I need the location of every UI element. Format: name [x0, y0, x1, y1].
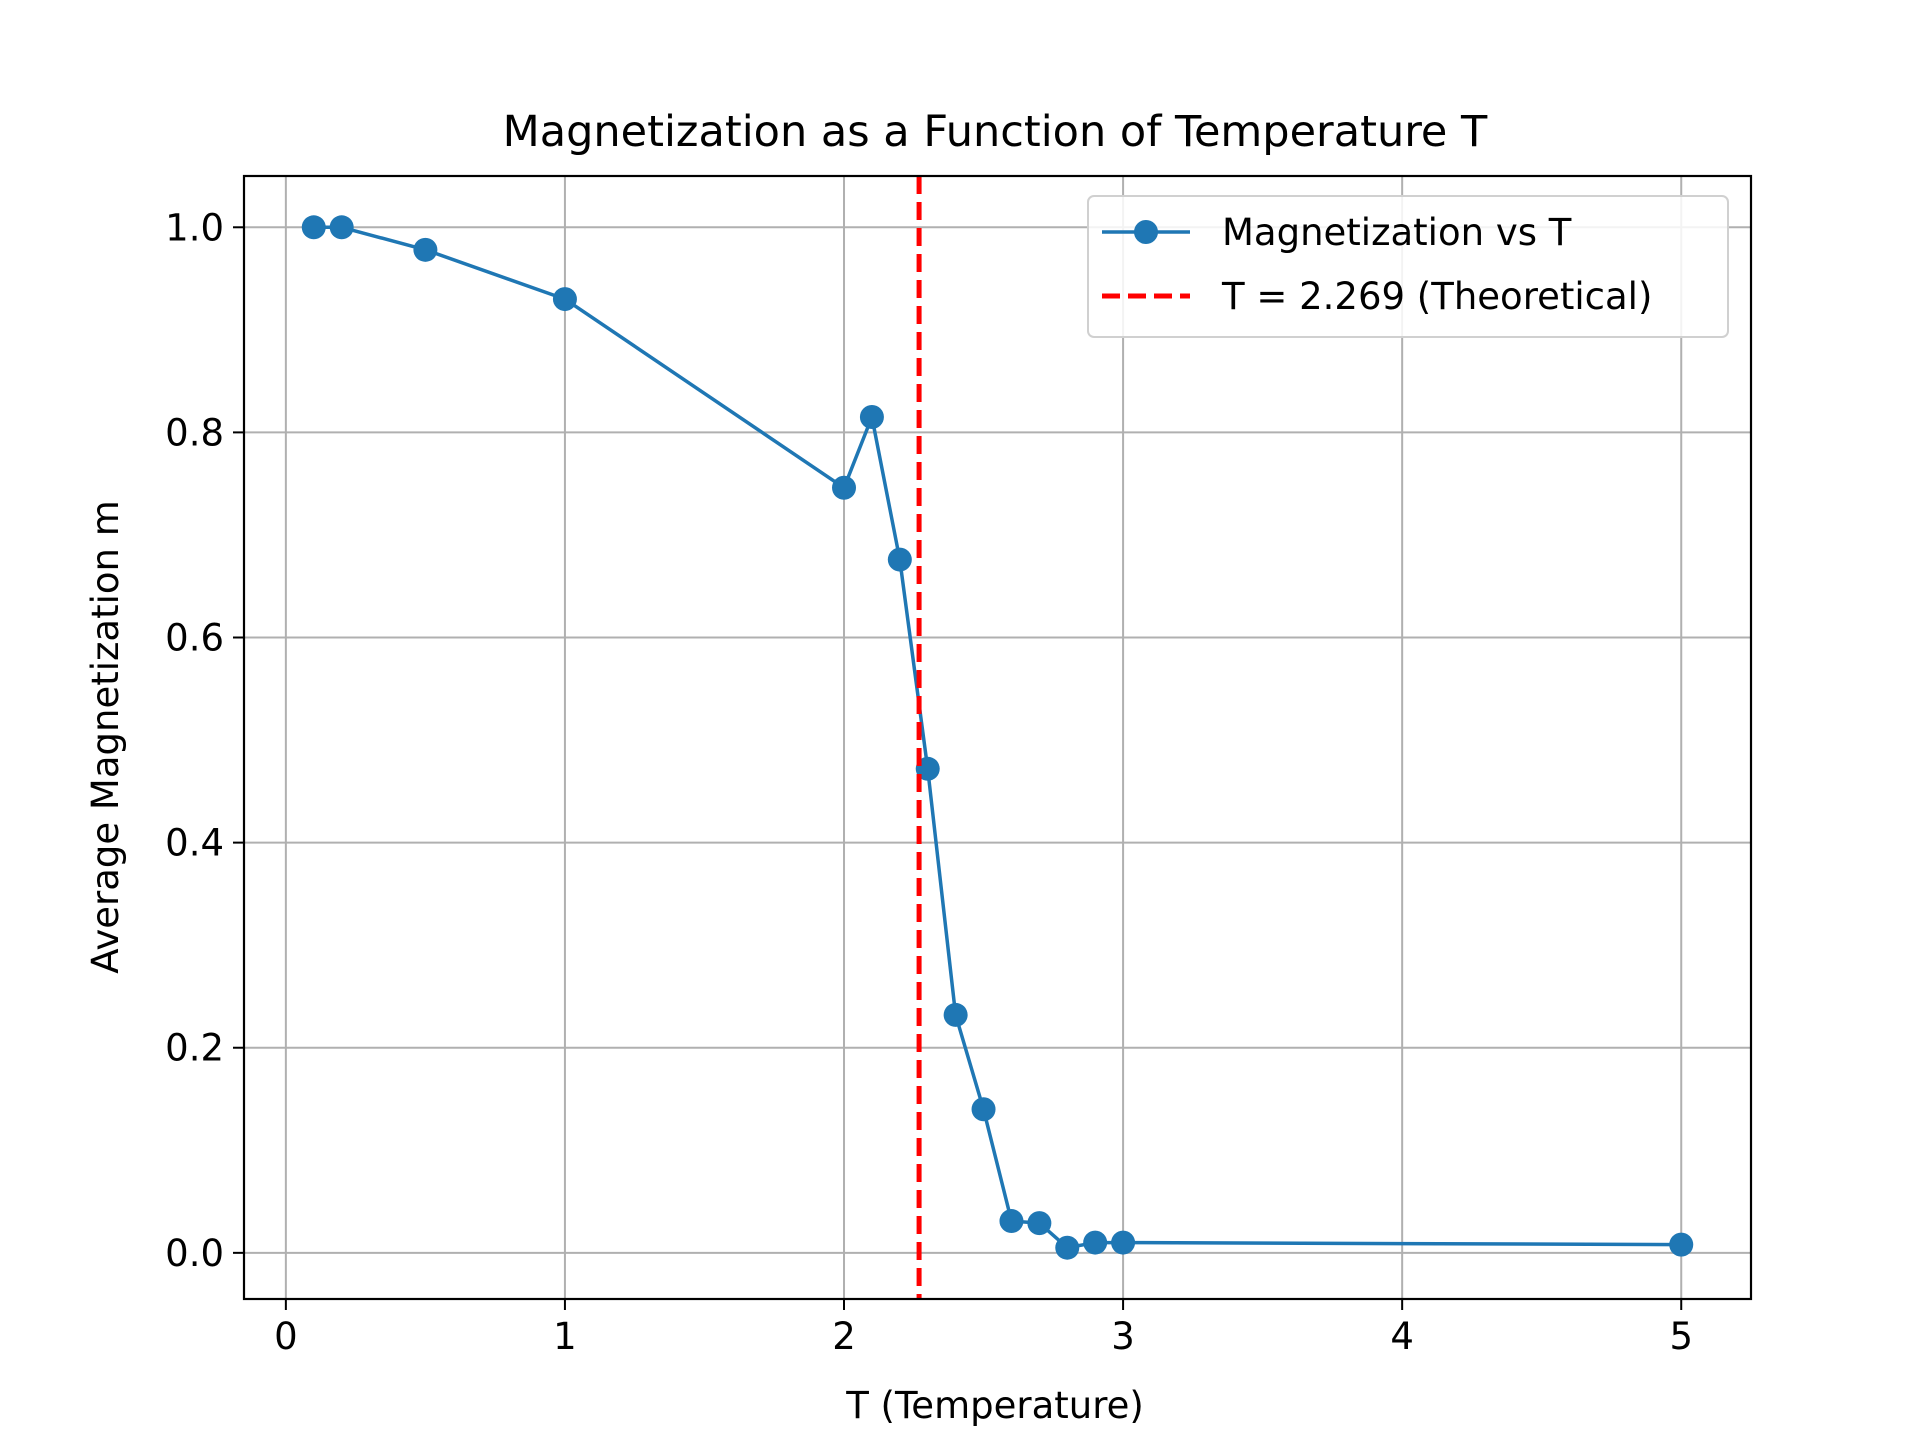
- data-point: [887, 547, 912, 572]
- y-tick-label: 1.0: [165, 206, 224, 249]
- grid: [244, 176, 1751, 1299]
- y-tick-label: 0.8: [165, 411, 224, 454]
- y-tick-label: 0.6: [165, 617, 224, 660]
- chart-title: Magnetization as a Function of Temperatu…: [503, 107, 1488, 157]
- x-tick-label: 3: [1111, 1315, 1135, 1358]
- x-tick-label: 4: [1390, 1315, 1414, 1358]
- plot-area: [301, 176, 1694, 1299]
- legend-vline-label: T = 2.269 (Theoretical): [1221, 275, 1652, 318]
- y-axis-label: Average Magnetization m: [84, 500, 127, 974]
- axes-frame: [242, 174, 1753, 1301]
- data-point: [1669, 1232, 1694, 1257]
- data-point: [329, 215, 354, 240]
- legend-series-label: Magnetization vs T: [1222, 211, 1572, 254]
- y-tick-label: 0.0: [165, 1232, 224, 1275]
- x-tick-label: 0: [274, 1315, 298, 1358]
- x-axis-ticks: 0 1 2 3 4 5: [274, 1299, 1693, 1358]
- series-line: [313, 225, 1682, 1250]
- data-point: [1027, 1211, 1052, 1236]
- legend-series-marker: [1134, 220, 1158, 244]
- data-point: [832, 475, 857, 500]
- data-point: [915, 756, 940, 781]
- data-point: [1055, 1235, 1080, 1260]
- data-point: [552, 287, 577, 312]
- data-point: [1083, 1230, 1108, 1255]
- y-axis-ticks: 0.0 0.2 0.4 0.6 0.8 1.0: [165, 206, 244, 1275]
- data-point: [1111, 1230, 1136, 1255]
- x-tick-label: 1: [553, 1315, 577, 1358]
- data-point: [971, 1097, 996, 1122]
- data-point: [413, 237, 438, 262]
- x-tick-label: 2: [832, 1315, 856, 1358]
- legend-box: [1087, 195, 1729, 338]
- data-point: [301, 215, 326, 240]
- y-tick-label: 0.4: [165, 822, 224, 865]
- data-point: [859, 405, 884, 430]
- data-point: [943, 1002, 968, 1027]
- x-tick-label: 5: [1669, 1315, 1693, 1358]
- legend: Magnetization vs T T = 2.269 (Theoretica…: [1087, 195, 1729, 338]
- data-point: [999, 1209, 1024, 1234]
- y-tick-label: 0.2: [165, 1027, 224, 1070]
- x-axis-label: T (Temperature): [845, 1384, 1144, 1427]
